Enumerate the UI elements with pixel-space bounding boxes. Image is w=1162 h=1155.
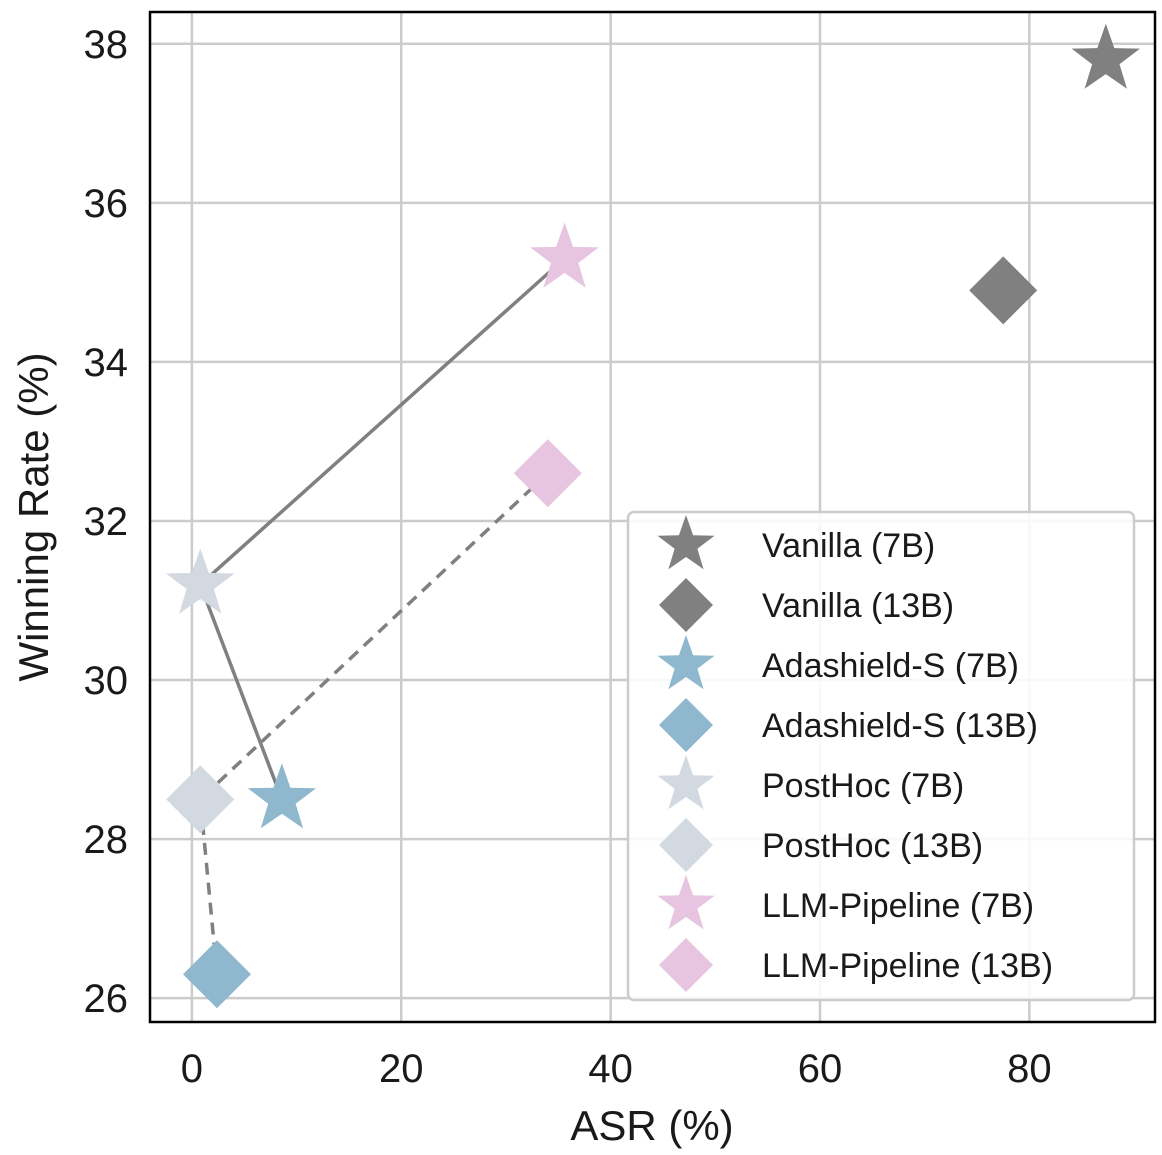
legend-star-marker — [657, 635, 715, 690]
star-marker — [166, 548, 235, 614]
legend-diamond-marker — [659, 698, 713, 752]
x-tick-labels: 0 20 40 60 80 — [181, 1047, 1052, 1091]
legend-star-marker — [657, 875, 715, 930]
y-tick-label: 34 — [84, 341, 129, 385]
legend-label: PostHoc (7B) — [762, 767, 964, 805]
x-tick-label: 80 — [1007, 1047, 1052, 1091]
y-axis-label: Winning Rate (%) — [10, 352, 57, 681]
star-marker — [1071, 23, 1140, 89]
legend-box — [626, 510, 1136, 1002]
legend-label: Vanilla (13B) — [762, 587, 954, 625]
y-tick-label: 30 — [84, 659, 129, 703]
legend-star-marker — [657, 515, 715, 570]
x-tick-label: 0 — [181, 1047, 203, 1091]
y-tick-labels: 26 28 30 32 34 36 38 — [84, 23, 129, 1021]
legend-diamond-marker — [659, 938, 713, 992]
star-marker — [247, 763, 317, 829]
star-marker — [530, 222, 599, 288]
diamond-marker — [969, 256, 1038, 325]
data-markers — [166, 23, 1140, 1009]
x-tick-label: 60 — [798, 1047, 843, 1091]
diamond-marker — [166, 765, 235, 834]
x-axis-label: ASR (%) — [570, 1102, 733, 1149]
diamond-marker — [183, 940, 251, 1009]
plot-frame — [148, 10, 1157, 1024]
legend-label: PostHoc (13B) — [762, 827, 983, 865]
legend-items: Vanilla (7B) Vanilla (13B) Adashield-S (7B… — [657, 515, 1053, 992]
legend: Vanilla (7B) Vanilla (13B) Adashield-S (7B… — [626, 510, 1136, 1002]
legend-star-marker — [657, 755, 715, 810]
y-tick-label: 38 — [84, 23, 129, 67]
grid — [150, 12, 1155, 1022]
legend-label: Vanilla (7B) — [762, 527, 935, 565]
y-tick-label: 26 — [84, 977, 129, 1021]
legend-diamond-marker — [659, 818, 713, 872]
legend-label: Adashield-S (7B) — [762, 647, 1019, 685]
y-tick-label: 32 — [84, 500, 129, 544]
legend-label: LLM-Pipeline (7B) — [762, 887, 1034, 925]
legend-label: Adashield-S (13B) — [762, 707, 1038, 745]
legend-diamond-marker — [659, 578, 713, 632]
x-tick-label: 20 — [379, 1047, 424, 1091]
legend-label: LLM-Pipeline (13B) — [762, 947, 1053, 985]
y-tick-label: 36 — [84, 182, 129, 226]
x-tick-label: 40 — [588, 1047, 633, 1091]
y-tick-label: 28 — [84, 818, 129, 862]
diamond-marker — [513, 439, 582, 508]
